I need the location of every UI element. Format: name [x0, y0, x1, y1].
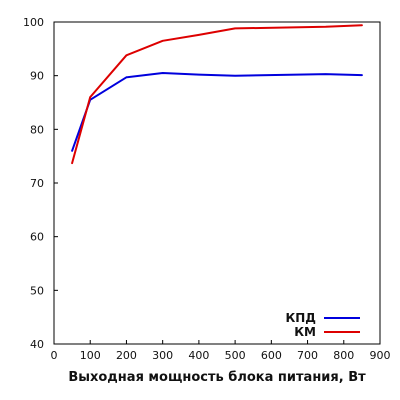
x-tick-label: 300: [152, 349, 173, 362]
series-lines: [71, 24, 363, 165]
x-axis-title: Выходная мощность блока питания, Вт: [68, 370, 366, 385]
x-tick-label: 500: [225, 349, 246, 362]
y-tick-label: 90: [30, 70, 44, 83]
y-tick-label: 50: [30, 284, 44, 297]
plot-frame: [53, 21, 381, 345]
y-tick-label: 80: [30, 123, 44, 136]
y-tick-label: 100: [23, 16, 44, 29]
x-tick-label: 100: [80, 349, 101, 362]
x-tick-label: 600: [261, 349, 282, 362]
legend-label-2: КМ: [294, 325, 316, 339]
x-axis-ticks: 0 100 200 300 400 500 600 700 800 900: [51, 340, 391, 362]
x-tick-label: 800: [333, 349, 354, 362]
y-tick-label: 70: [30, 177, 44, 190]
series-line-1: [71, 72, 363, 152]
legend-label-1: КПД: [285, 311, 316, 325]
x-tick-label: 700: [297, 349, 318, 362]
series-line-2: [71, 24, 363, 165]
y-tick-label: 40: [30, 338, 44, 351]
x-tick-label: 400: [188, 349, 209, 362]
y-tick-label: 60: [30, 231, 44, 244]
x-tick-label: 900: [370, 349, 391, 362]
x-tick-label: 0: [51, 349, 58, 362]
x-tick-label: 200: [116, 349, 137, 362]
axes: [53, 21, 381, 345]
y-axis-ticks: 40 50 60 70 80 90 100: [23, 16, 58, 351]
